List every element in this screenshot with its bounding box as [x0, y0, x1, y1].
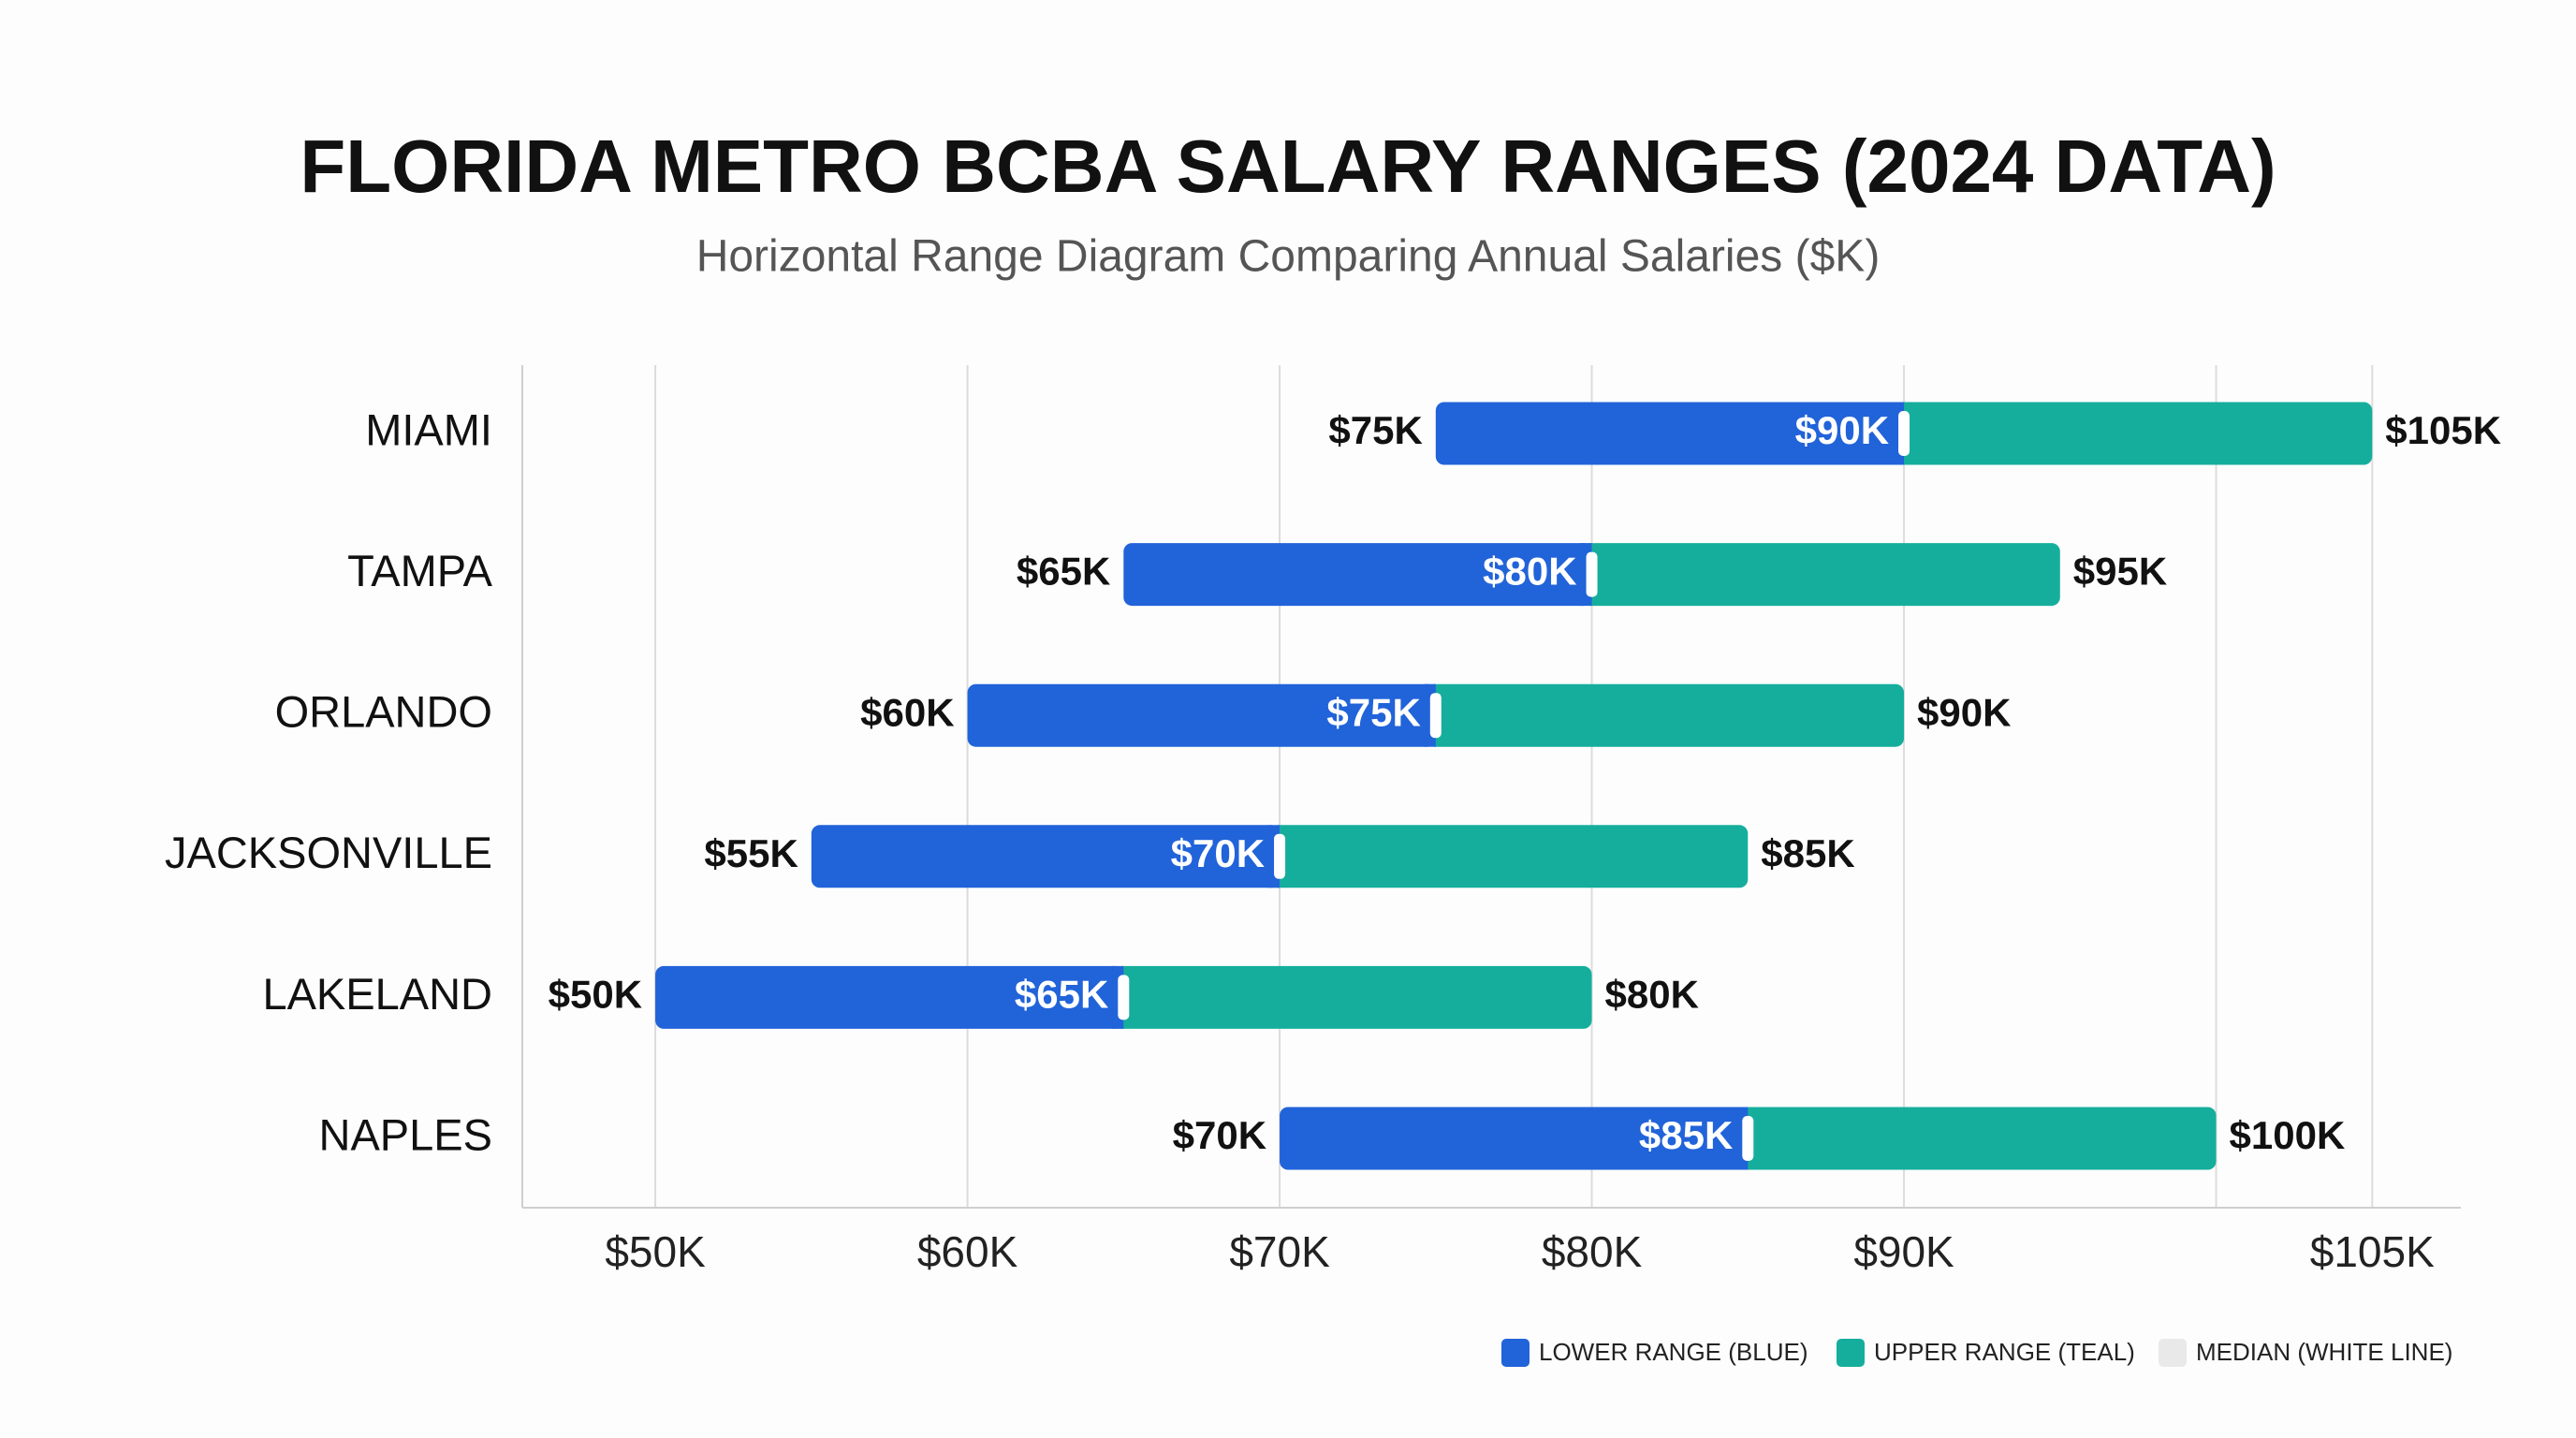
category-label: NAPLES [319, 1109, 492, 1159]
upper-range-bar [1738, 1107, 2217, 1170]
upper-range-bar [1582, 543, 2060, 607]
legend-label: LOWER RANGE (BLUE) [1539, 1338, 1808, 1366]
upper-range-bar [1114, 965, 1592, 1029]
low-label: $70K [1173, 1113, 1266, 1157]
high-label: $80K [1605, 972, 1699, 1016]
low-label: $75K [1328, 408, 1422, 452]
median-label: $75K [1326, 690, 1420, 734]
low-label: $60K [860, 690, 954, 734]
legend-swatch [1837, 1339, 1865, 1367]
chart-title: FLORIDA METRO BCBA SALARY RANGES (2024 D… [300, 125, 2276, 208]
median-label: $65K [1015, 972, 1108, 1016]
category-label: JACKSONVILLE [165, 828, 492, 877]
median-label: $90K [1795, 408, 1889, 452]
category-label: TAMPA [347, 546, 493, 595]
x-tick-label: $60K [917, 1227, 1018, 1276]
category-label: ORLANDO [275, 687, 492, 737]
legend-label: MEDIAN (WHITE LINE) [2196, 1338, 2452, 1366]
median-label: $70K [1171, 831, 1265, 875]
upper-range-bar [1426, 683, 1905, 747]
low-label: $50K [549, 972, 642, 1016]
median-line [1586, 551, 1598, 597]
median-label: $85K [1639, 1113, 1733, 1157]
lower-range-bar [1123, 543, 1592, 607]
category-label: MIAMI [365, 404, 492, 454]
x-tick-label: $70K [1229, 1227, 1330, 1276]
x-tick-label: $80K [1542, 1227, 1643, 1276]
high-label: $100K [2230, 1113, 2346, 1157]
x-tick-label: $50K [605, 1227, 706, 1276]
legend-swatch [1501, 1339, 1530, 1367]
median-line [1429, 693, 1442, 739]
high-label: $105K [2385, 408, 2501, 452]
low-label: $55K [704, 831, 798, 875]
category-label: LAKELAND [262, 969, 492, 1019]
median-line [1274, 833, 1286, 879]
low-label: $65K [1017, 550, 1110, 594]
lower-range-bar [655, 965, 1124, 1029]
chart-subtitle: Horizontal Range Diagram Comparing Annua… [696, 232, 1881, 282]
high-label: $90K [1917, 690, 2011, 734]
upper-range-bar [1270, 825, 1749, 888]
lower-range-bar [1435, 402, 1905, 465]
high-label: $85K [1761, 831, 1854, 875]
lower-range-bar [1280, 1107, 1749, 1170]
lower-range-bar [811, 825, 1281, 888]
median-label: $80K [1483, 550, 1576, 594]
legend-label: UPPER RANGE (TEAL) [1874, 1338, 2135, 1366]
median-line [1742, 1116, 1754, 1161]
lower-range-bar [967, 683, 1436, 747]
x-tick-label: $105K [2310, 1227, 2435, 1276]
upper-range-bar [1895, 402, 2373, 465]
high-label: $95K [2073, 550, 2167, 594]
legend-swatch [2159, 1339, 2187, 1367]
x-tick-label: $90K [1853, 1227, 1954, 1276]
median-line [1118, 975, 1130, 1020]
median-line [1898, 411, 1910, 456]
